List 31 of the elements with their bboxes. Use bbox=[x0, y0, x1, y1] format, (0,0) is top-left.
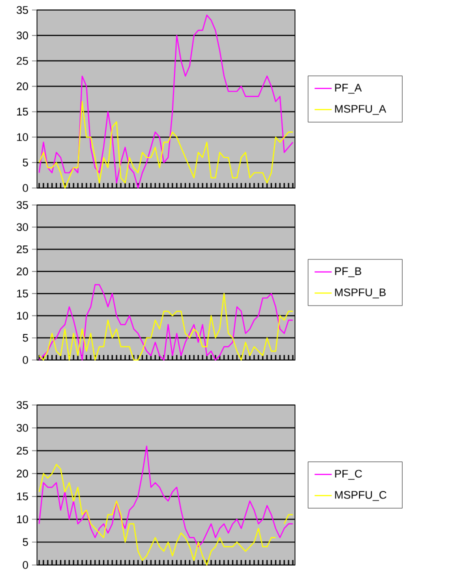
y-tick-label: 30 bbox=[16, 32, 28, 40]
y-tick-label: 25 bbox=[16, 245, 28, 254]
legend-label: MSPFU_A bbox=[335, 104, 386, 115]
y-tick-label: 0 bbox=[22, 561, 28, 569]
y-tick-label: 20 bbox=[16, 82, 28, 90]
y-tick-label: 10 bbox=[17, 133, 28, 142]
y-tick-label: 35 bbox=[16, 201, 28, 209]
y-tick-label: 15 bbox=[17, 290, 28, 298]
legend-label: MSPFU_C bbox=[335, 491, 386, 501]
y-tick-label: 25 bbox=[16, 446, 28, 455]
y-tick-label: 5 bbox=[22, 538, 28, 546]
y-tick-label: 15 bbox=[17, 108, 28, 116]
legend-label: PF_A bbox=[335, 84, 362, 94]
y-tick-label: 20 bbox=[16, 470, 28, 478]
legend-label: PF_C bbox=[335, 470, 362, 480]
y-tick-label: 10 bbox=[17, 312, 28, 320]
y-tick-label: 20 bbox=[16, 268, 28, 276]
legend-label: PF_B bbox=[335, 267, 362, 278]
y-tick-label: 0 bbox=[22, 356, 28, 364]
y-tick-label: 30 bbox=[16, 424, 28, 432]
y-tick-label: 0 bbox=[22, 184, 28, 192]
legend-label: MSPFU_B bbox=[335, 288, 386, 298]
y-tick-label: 30 bbox=[16, 223, 28, 232]
y-tick-label: 15 bbox=[17, 492, 28, 500]
y-tick-label: 35 bbox=[16, 6, 28, 14]
y-tick-label: 35 bbox=[16, 401, 28, 409]
y-tick-label: 5 bbox=[22, 334, 28, 342]
y-tick-label: 5 bbox=[22, 158, 28, 166]
y-tick-label: 25 bbox=[16, 56, 28, 65]
y-tick-label: 10 bbox=[17, 515, 28, 524]
line-series bbox=[38, 446, 294, 548]
